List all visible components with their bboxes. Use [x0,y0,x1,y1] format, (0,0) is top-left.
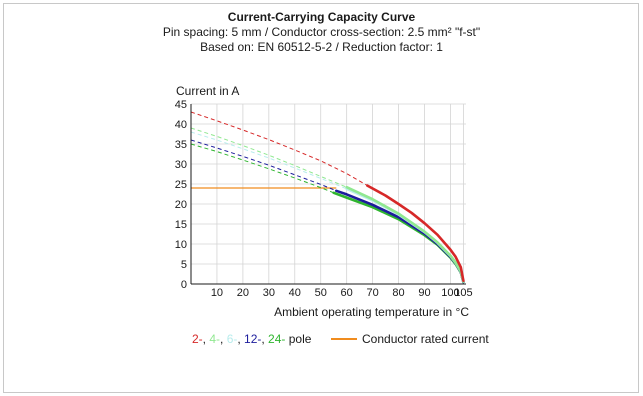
x-tick-label: 80 [392,287,404,299]
legend-separator: , [203,332,210,346]
x-axis-label: Ambient operating temperature in °C [274,305,469,319]
y-tick-label: 15 [175,219,187,231]
y-tick-label: 25 [175,179,187,191]
legend-separator: , [261,332,268,346]
y-tick-label: 10 [175,239,187,251]
legend-separator: , [220,332,227,346]
legend-pole-suffix: pole [289,332,312,346]
y-tick-label: 0 [181,279,187,291]
legend-item-24-pole: 24- [268,332,285,346]
x-tick-label: 100 [441,287,459,299]
legend-item-4-pole: 4- [209,332,220,346]
x-tick-label: 10 [211,287,223,299]
y-tick-label: 20 [175,199,187,211]
x-tick-label: 70 [366,287,378,299]
chart-titles: Current-Carrying Capacity Curve Pin spac… [0,10,643,55]
x-tick-label: 105 [454,287,472,299]
series-lines [190,111,465,284]
chart-subtitle-line-2: Based on: EN 60512-5-2 / Reduction facto… [200,40,443,54]
y-tick-label: 5 [181,259,187,271]
series-24-pole-extrapolated-line [190,143,334,194]
y-tick-label: 35 [175,139,187,151]
legend: 2-, 4-, 6-, 12-, 24- pole Conductor rated… [192,332,489,346]
legend-separator: , [237,332,244,346]
x-tick-label: 20 [237,287,249,299]
x-tick-label: 50 [315,287,327,299]
legend-item-6-pole: 6- [227,332,238,346]
y-tick-label: 30 [175,159,187,171]
grid-lines [191,103,466,284]
x-tick-label: 40 [289,287,301,299]
series-2-pole-line [366,184,465,283]
series-4-pole-line [345,185,465,283]
chart-title: Current-Carrying Capacity Curve [227,10,416,24]
axes [190,104,466,285]
y-axis-label: Current in A [176,84,239,98]
series-12-pole-extrapolated-line [190,139,337,192]
x-tick-label: 30 [263,287,275,299]
legend-item-12-pole: 12- [244,332,261,346]
x-tick-label: 60 [341,287,353,299]
chart-subtitle-line-1: Pin spacing: 5 mm / Conductor cross-sect… [162,25,481,39]
x-tick-label: 90 [418,287,430,299]
series-2-pole-extrapolated-line [190,111,368,187]
legend-item-2-pole: 2- [192,332,203,346]
y-tick-label: 45 [175,99,187,111]
legend-pole-entries: 2-, 4-, 6-, 12-, 24- pole [192,332,312,346]
legend-rated-label: Conductor rated current [362,332,489,346]
y-tick-label: 40 [175,119,187,131]
